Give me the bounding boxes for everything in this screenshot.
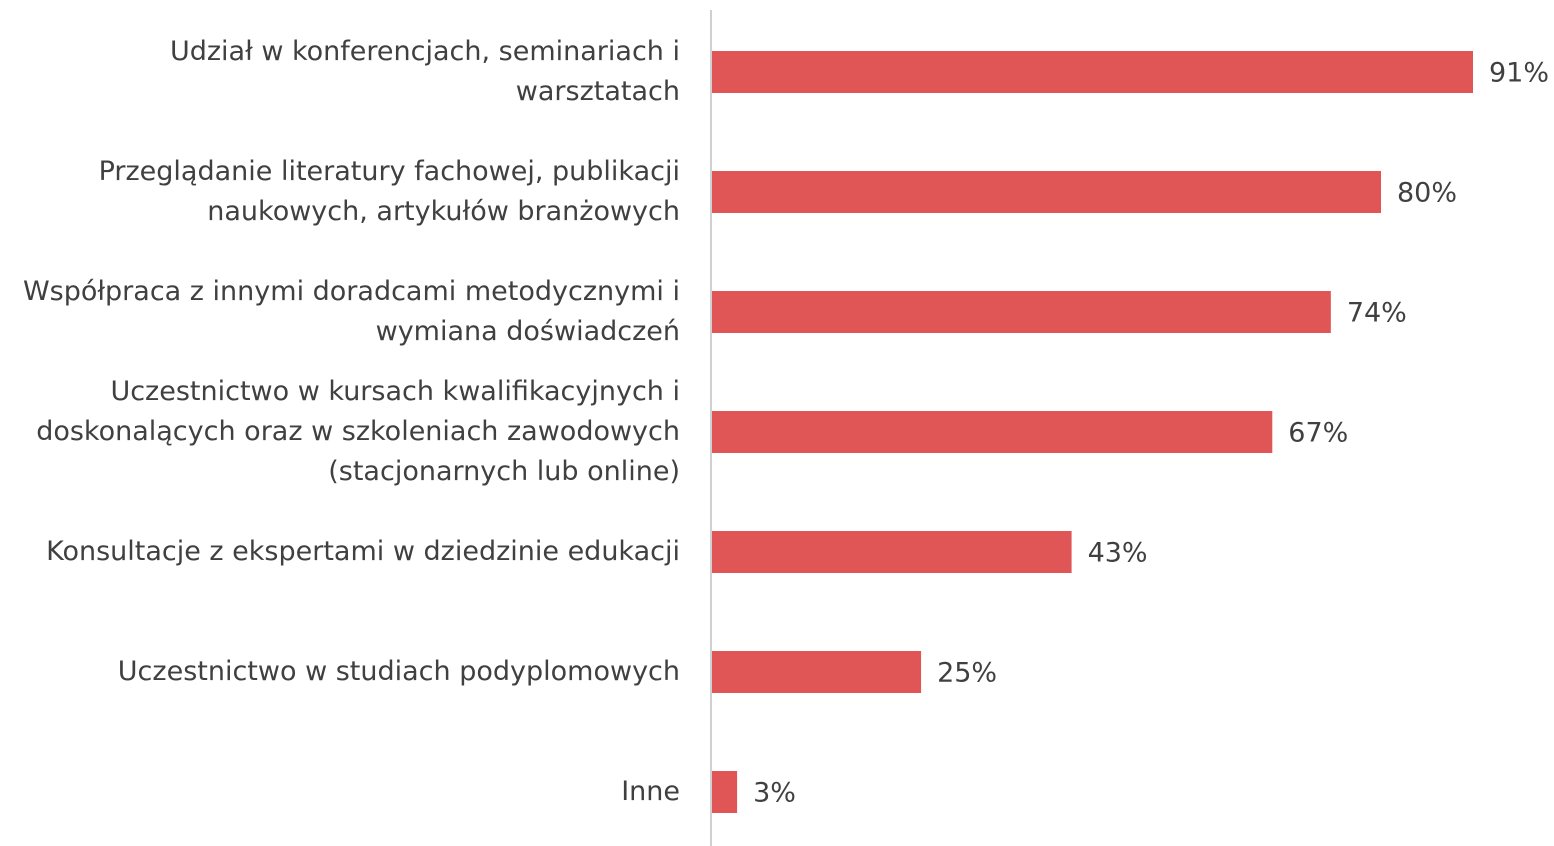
category-label: Inne <box>621 776 680 807</box>
value-label: 43% <box>1088 538 1148 569</box>
category-label: Przeglądanie literatury fachowej, publik… <box>99 156 680 227</box>
category-label: Uczestnictwo w kursach kwalifikacyjnych … <box>36 376 680 487</box>
value-label: 3% <box>753 778 796 809</box>
value-label: 25% <box>937 658 997 689</box>
bar <box>712 171 1382 213</box>
bar <box>712 531 1072 573</box>
bar <box>712 51 1473 93</box>
bar <box>712 411 1273 453</box>
value-label: 74% <box>1347 298 1407 329</box>
bar <box>712 771 738 813</box>
value-label: 91% <box>1489 58 1549 89</box>
category-label: Udział w konferencjach, seminariach i war… <box>170 36 680 107</box>
category-label: Konsultacje z ekspertami w dziedzinie ed… <box>46 536 680 567</box>
bar <box>712 651 922 693</box>
category-label: Uczestnictwo w studiach podyplomowych <box>118 656 680 687</box>
value-label: 80% <box>1397 178 1457 209</box>
category-label: Współpraca z innymi doradcami metodyczny… <box>23 276 680 347</box>
bar <box>712 291 1331 333</box>
value-label: 67% <box>1288 418 1348 449</box>
